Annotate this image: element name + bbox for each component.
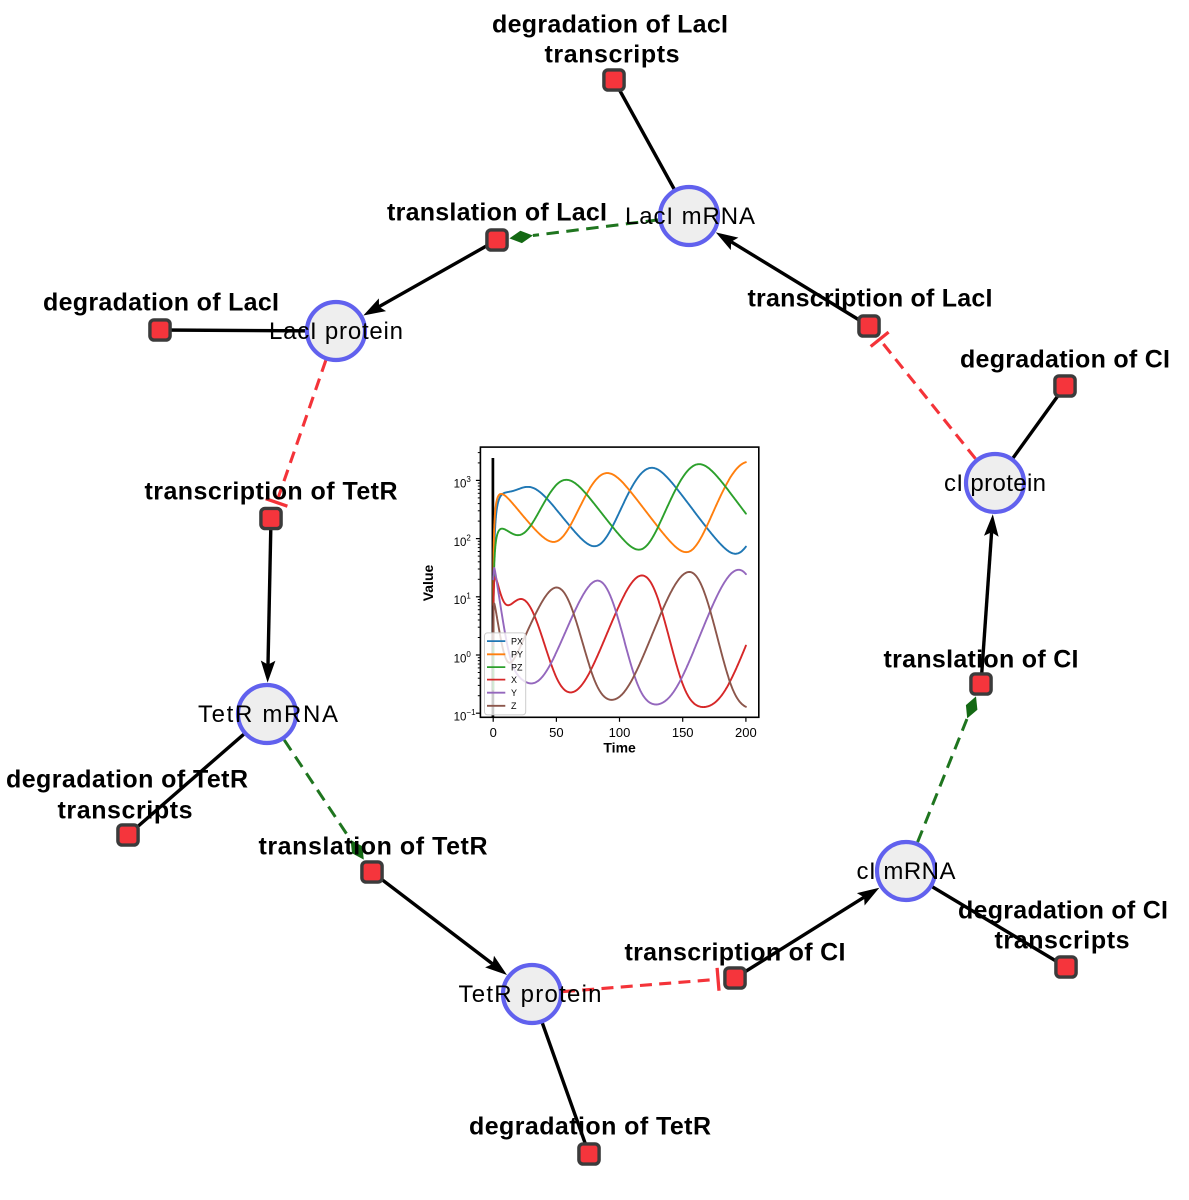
svg-text:10: 10 (454, 537, 467, 549)
svg-text:10: 10 (454, 595, 467, 607)
svg-text:degradation of LacI: degradation of LacI (492, 11, 728, 39)
svg-text:translation of CI: translation of CI (884, 646, 1079, 674)
svg-text:10: 10 (454, 653, 467, 665)
svg-text:LacI protein: LacI protein (269, 318, 403, 345)
svg-text:Time: Time (603, 740, 636, 756)
svg-text:−1: −1 (466, 708, 476, 717)
svg-text:LacI mRNA: LacI mRNA (625, 203, 755, 230)
svg-text:degradation of CI: degradation of CI (958, 897, 1168, 925)
svg-text:TetR protein: TetR protein (459, 981, 602, 1008)
svg-text:PX: PX (511, 637, 523, 647)
svg-text:TetR mRNA: TetR mRNA (198, 701, 338, 728)
svg-text:translation of TetR: translation of TetR (259, 833, 488, 861)
svg-text:3: 3 (466, 475, 471, 484)
svg-text:150: 150 (672, 725, 694, 740)
svg-text:cI mRNA: cI mRNA (857, 858, 956, 885)
svg-text:degradation of TetR: degradation of TetR (6, 766, 248, 794)
svg-text:transcripts: transcripts (58, 797, 193, 825)
svg-text:100: 100 (609, 725, 631, 740)
svg-text:transcripts: transcripts (545, 41, 680, 69)
svg-text:50: 50 (549, 725, 563, 740)
svg-text:translation of LacI: translation of LacI (387, 199, 607, 227)
svg-text:0: 0 (490, 725, 497, 740)
svg-text:10: 10 (454, 712, 467, 724)
svg-text:Y: Y (511, 688, 517, 698)
svg-text:PY: PY (511, 650, 523, 660)
svg-text:Value: Value (420, 565, 436, 602)
svg-text:cI protein: cI protein (944, 470, 1046, 497)
svg-text:0: 0 (466, 650, 471, 659)
svg-text:transcripts: transcripts (995, 927, 1130, 955)
svg-text:transcription of LacI: transcription of LacI (748, 285, 993, 313)
svg-text:X: X (511, 675, 517, 685)
svg-text:10: 10 (454, 479, 467, 491)
svg-text:PZ: PZ (511, 663, 523, 673)
svg-text:1: 1 (466, 592, 471, 601)
svg-text:degradation of TetR: degradation of TetR (469, 1113, 711, 1141)
svg-text:2: 2 (466, 533, 471, 542)
svg-text:degradation of LacI: degradation of LacI (43, 289, 279, 317)
svg-text:Z: Z (511, 701, 517, 711)
svg-text:200: 200 (735, 725, 757, 740)
svg-text:transcription of CI: transcription of CI (625, 939, 846, 967)
svg-text:degradation of CI: degradation of CI (960, 346, 1170, 374)
svg-text:transcription of TetR: transcription of TetR (145, 478, 398, 506)
